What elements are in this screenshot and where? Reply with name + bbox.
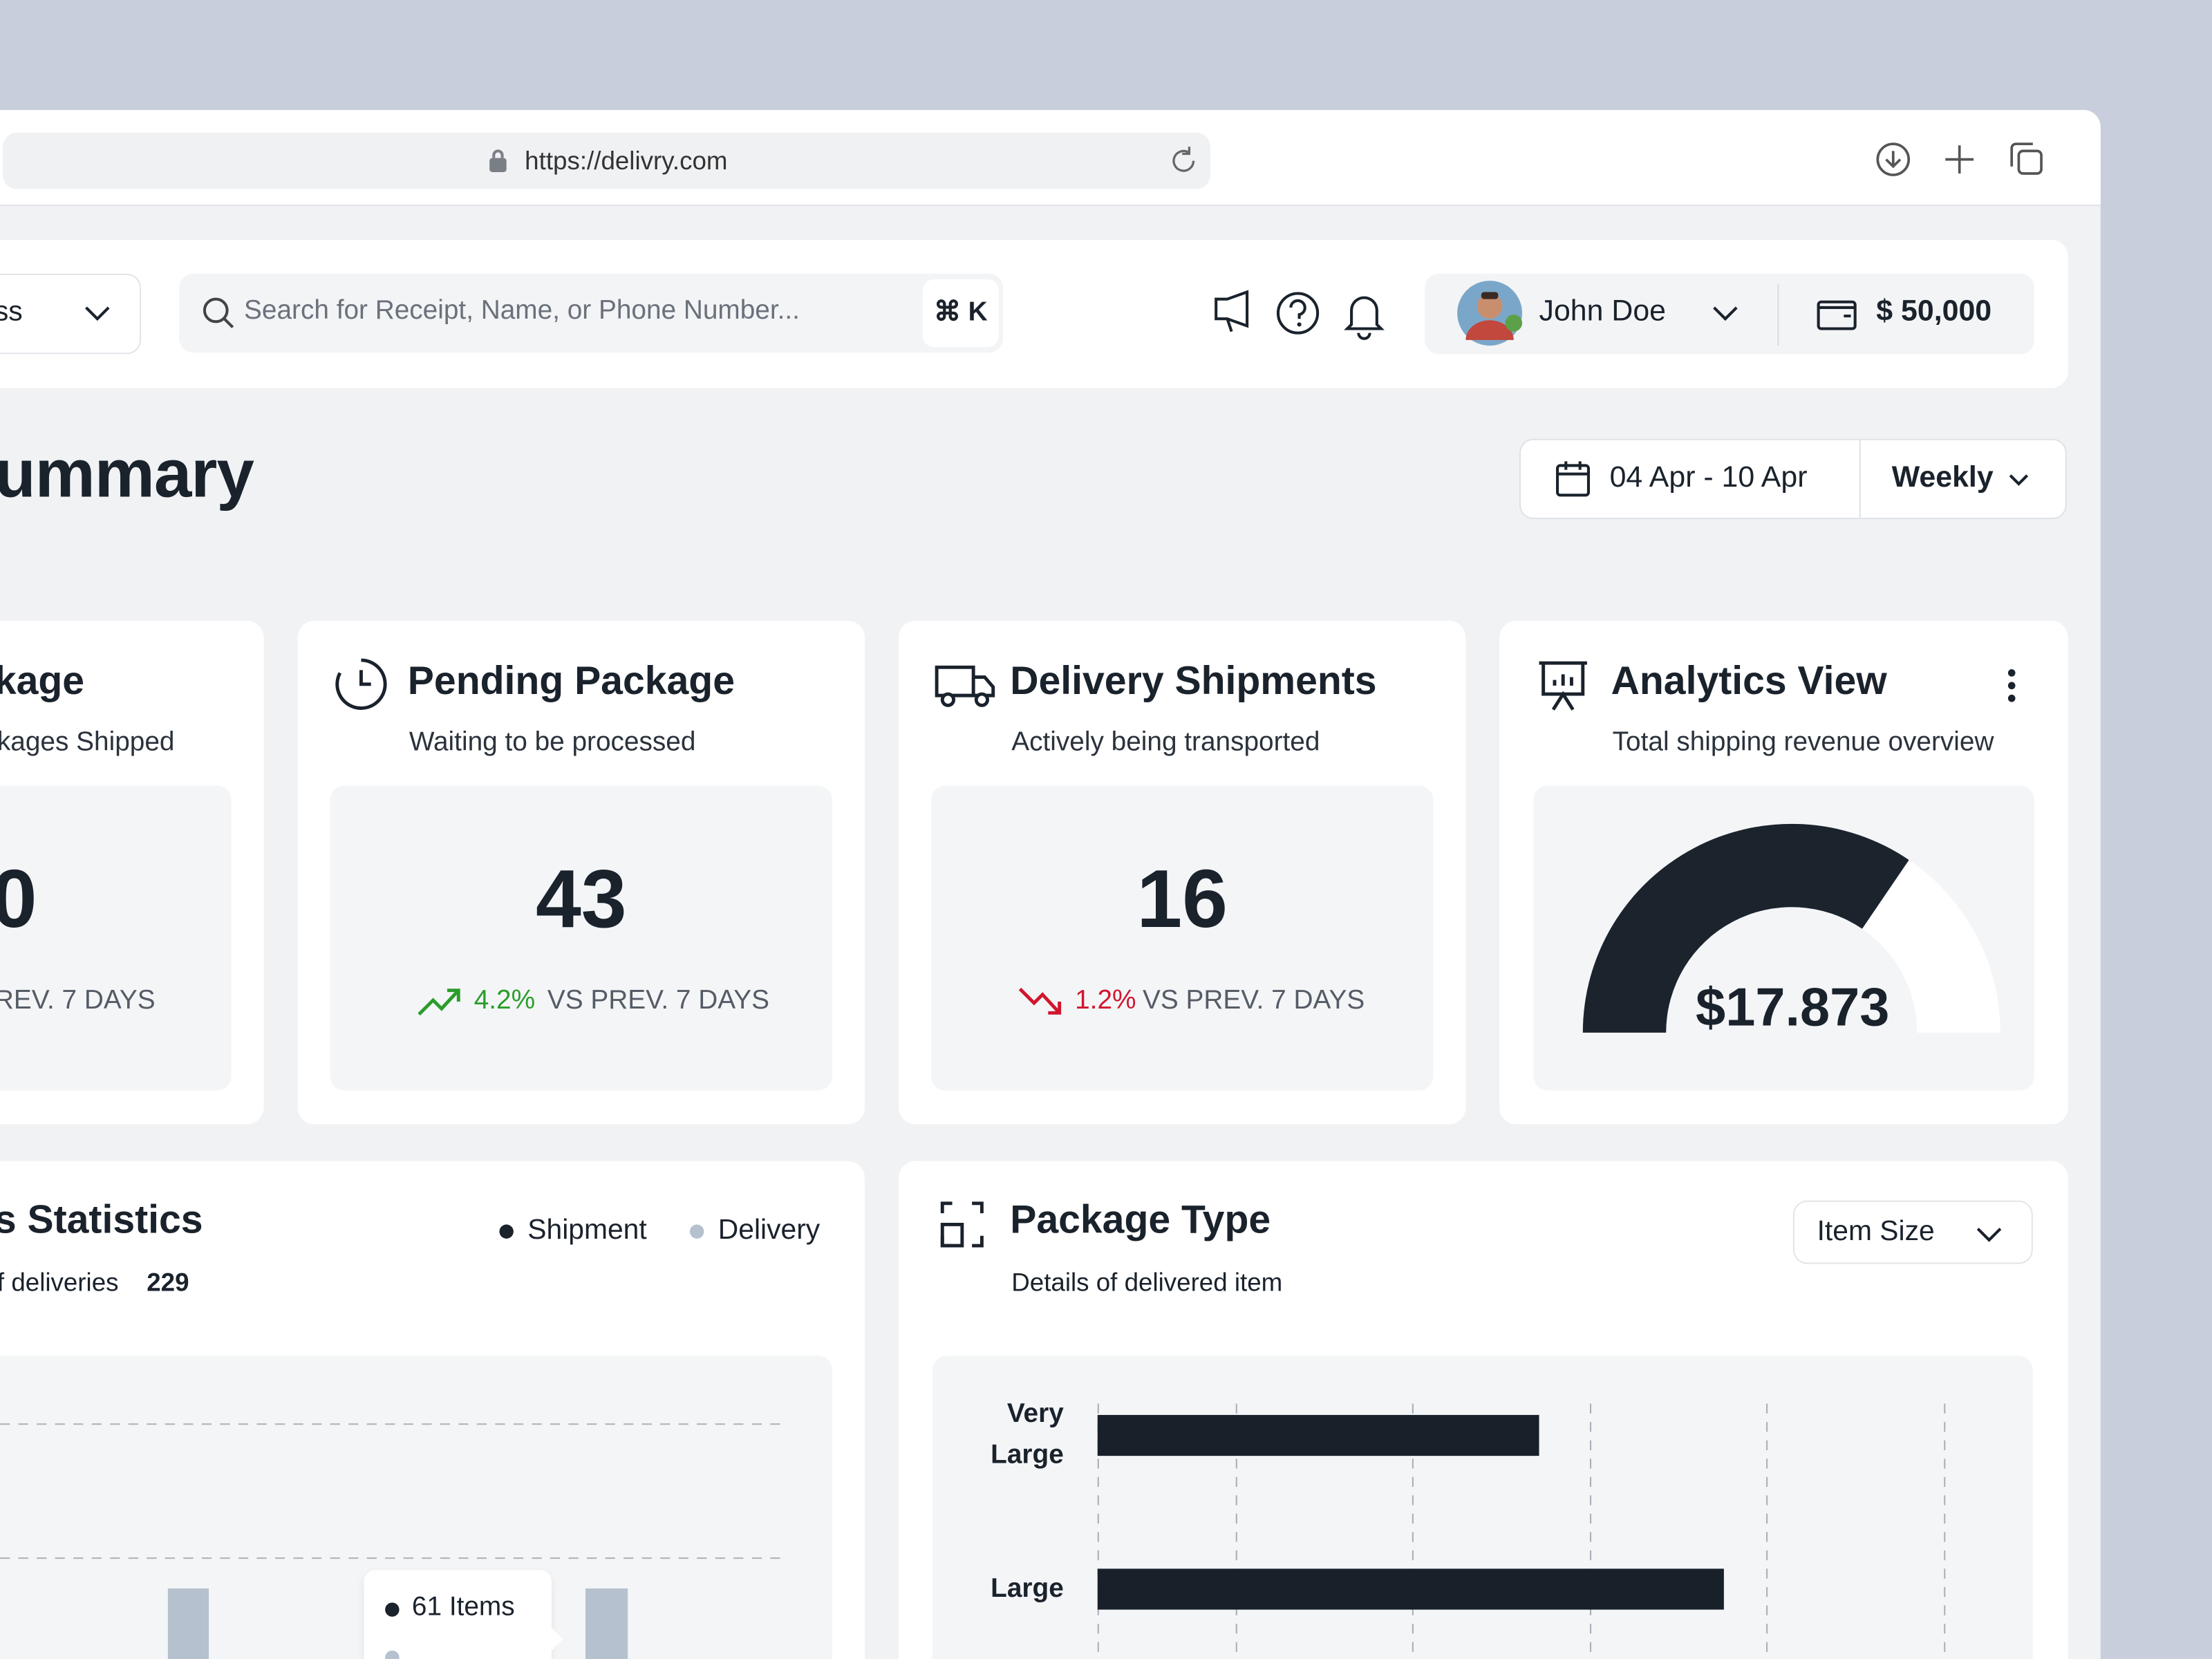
card-title: Analytics View [1611,659,1887,703]
shortcut-chip [922,279,999,348]
date-picker[interactable] [1519,438,2067,520]
chevron [1713,306,1738,321]
bar [1097,1568,1724,1610]
package-type-subtitle: Details of delivered item [1011,1268,1283,1297]
wallet-icon [1817,300,1857,330]
gauge-fill [1582,823,1909,1033]
change-label: REV. 7 DAYS [0,986,156,1016]
url: https://delivry.com [525,147,728,176]
browser-icons[interactable] [1875,141,2044,180]
change-label: VS PREV. 7 DAYS [1143,986,1365,1016]
divider [1777,283,1779,346]
lock-icon [489,149,507,172]
card-subtitle: Actively being transported [1011,728,1320,758]
package-type-title: Package Type [1010,1197,1271,1241]
card-value: 43 [535,853,627,946]
card-panel [0,785,232,1091]
search-box[interactable] [179,273,1004,353]
filter-dropdown[interactable] [0,273,142,355]
statistics-title: s Statistics [0,1197,203,1241]
shortcut: ⌘ K [934,297,988,328]
trend-up-icon [418,988,460,1016]
avatar [1457,281,1523,346]
balance: $ 50,000 [1876,294,1992,328]
search-placeholder: Search for Receipt, Name, or Phone Numbe… [244,296,800,326]
clock-icon [335,658,387,710]
page-title: ummary [0,437,254,512]
statistics-chart [0,1423,785,1659]
change-label: VS PREV. 7 DAYS [547,986,769,1016]
legend-label: Delivery [718,1215,821,1246]
category-label: Very Large [991,1399,1064,1470]
filter-text: ss [0,296,23,328]
card-subtitle: Total shipping revenue overview [1612,728,1994,758]
presentation-icon [1539,661,1587,711]
legend-dot [689,1224,704,1239]
dropdown-text: Item Size [1817,1216,1935,1248]
card-subtitle: Waiting to be processed [409,728,696,758]
card-panel [930,785,1434,1091]
card-value: 16 [1136,853,1228,946]
user-name: John Doe [1539,294,1667,328]
change-value: 1.2% [1075,986,1136,1016]
truck-icon [935,665,995,707]
total-value: 229 [147,1268,189,1297]
calendar-icon [1556,461,1590,497]
card-title: Delivery Shipments [1010,659,1377,703]
legend-label: Shipment [527,1215,647,1246]
period: Weekly [1891,461,1994,494]
divider [1859,440,1861,518]
legend-dot [499,1224,514,1239]
bar [1097,1414,1539,1456]
total-label: f deliveries [0,1268,119,1297]
card-value: 0 [0,852,37,947]
url-bar[interactable] [3,132,1211,189]
chevron [85,306,110,321]
change-value: 4.2% [474,986,536,1016]
chevron [1976,1228,2002,1242]
chevron [2009,474,2029,486]
size-dropdown[interactable] [1792,1200,2033,1264]
tooltip-dots [385,1602,563,1659]
trend-down-icon [1018,987,1062,1015]
card-panel [330,785,833,1091]
card-title: kage [0,659,85,703]
date-range: 04 Apr - 10 Apr [1609,461,1808,494]
reload-icon[interactable] [1168,145,1199,176]
tooltip-text: 61 Items [411,1593,515,1622]
more-menu[interactable] [2006,668,2017,702]
nav-icons[interactable] [1210,288,1394,340]
card-subtitle: kages Shipped [0,728,175,758]
revenue-amount: $17.873 [1696,979,1890,1039]
card-title: Pending Package [407,659,735,703]
scan-icon [940,1201,984,1248]
search-icon [203,297,234,328]
category-label: Large [991,1574,1064,1604]
